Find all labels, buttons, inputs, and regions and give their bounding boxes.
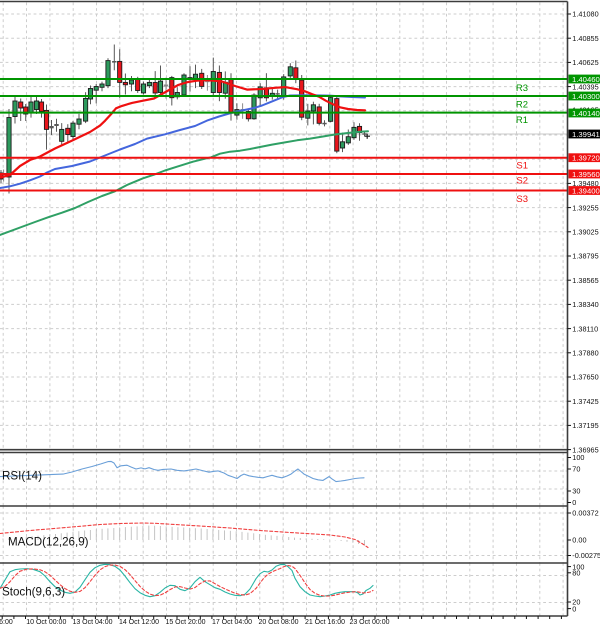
svg-text:Stoch(9,6,3): Stoch(9,6,3): [2, 586, 65, 599]
svg-text:1.39560: 1.39560: [572, 170, 600, 179]
svg-text:1.39941: 1.39941: [572, 130, 600, 139]
svg-text:-0.002758: -0.002758: [572, 551, 600, 560]
svg-text:70: 70: [572, 465, 580, 474]
svg-text:100: 100: [572, 453, 584, 462]
svg-text:14 Oct 12:00: 14 Oct 12:00: [119, 619, 159, 626]
svg-text:0: 0: [572, 604, 576, 613]
svg-text:1.37195: 1.37195: [572, 421, 598, 430]
svg-text:30: 30: [572, 487, 580, 496]
svg-text:1.40625: 1.40625: [572, 58, 598, 67]
svg-text:1.38565: 1.38565: [572, 276, 598, 285]
svg-text:16:00: 16:00: [0, 619, 13, 626]
svg-text:S2: S2: [516, 176, 528, 187]
svg-text:20: 20: [572, 598, 580, 607]
svg-text:1.37425: 1.37425: [572, 397, 598, 406]
svg-text:1.39400: 1.39400: [572, 186, 600, 195]
svg-text:1.38110: 1.38110: [572, 324, 598, 333]
svg-text:1.38340: 1.38340: [572, 300, 598, 309]
svg-text:1.40460: 1.40460: [572, 75, 600, 84]
svg-text:RSI(14): RSI(14): [2, 470, 42, 483]
svg-text:21 Oct 16:00: 21 Oct 16:00: [305, 619, 345, 626]
svg-text:17 Oct 04:00: 17 Oct 04:00: [212, 619, 252, 626]
svg-text:80: 80: [572, 569, 580, 578]
svg-text:1.40395: 1.40395: [572, 82, 598, 91]
svg-text:1.39480: 1.39480: [572, 179, 598, 188]
svg-text:1.37650: 1.37650: [572, 373, 598, 382]
svg-text:1.41080: 1.41080: [572, 10, 598, 19]
svg-text:S1: S1: [516, 161, 528, 172]
svg-text:R1: R1: [516, 115, 528, 126]
svg-text:1.37880: 1.37880: [572, 349, 598, 358]
svg-text:1.40300: 1.40300: [572, 92, 600, 101]
svg-text:MACD(12,26,9): MACD(12,26,9): [8, 536, 89, 549]
svg-text:15 Oct 20:00: 15 Oct 20:00: [165, 619, 205, 626]
svg-text:1.39720: 1.39720: [572, 154, 600, 163]
svg-text:1.39025: 1.39025: [572, 228, 598, 237]
svg-text:R2: R2: [516, 100, 528, 111]
svg-text:13 Oct 04:00: 13 Oct 04:00: [72, 619, 112, 626]
svg-text:1.40140: 1.40140: [572, 109, 600, 118]
svg-text:R3: R3: [516, 83, 528, 94]
svg-text:1.39255: 1.39255: [572, 203, 598, 212]
svg-text:0.00372: 0.00372: [572, 509, 598, 518]
svg-text:0: 0: [572, 498, 576, 507]
svg-text:20 Oct 08:00: 20 Oct 08:00: [258, 619, 298, 626]
svg-text:23 Oct 00:00: 23 Oct 00:00: [349, 619, 389, 626]
svg-text:S3: S3: [516, 194, 528, 205]
svg-text:100: 100: [572, 562, 584, 571]
svg-text:0.00: 0.00: [572, 536, 586, 545]
svg-text:1.36965: 1.36965: [572, 445, 598, 454]
svg-text:1.38795: 1.38795: [572, 252, 598, 261]
svg-text:10 Oct 00:00: 10 Oct 00:00: [26, 619, 66, 626]
svg-text:1.40855: 1.40855: [572, 34, 598, 43]
